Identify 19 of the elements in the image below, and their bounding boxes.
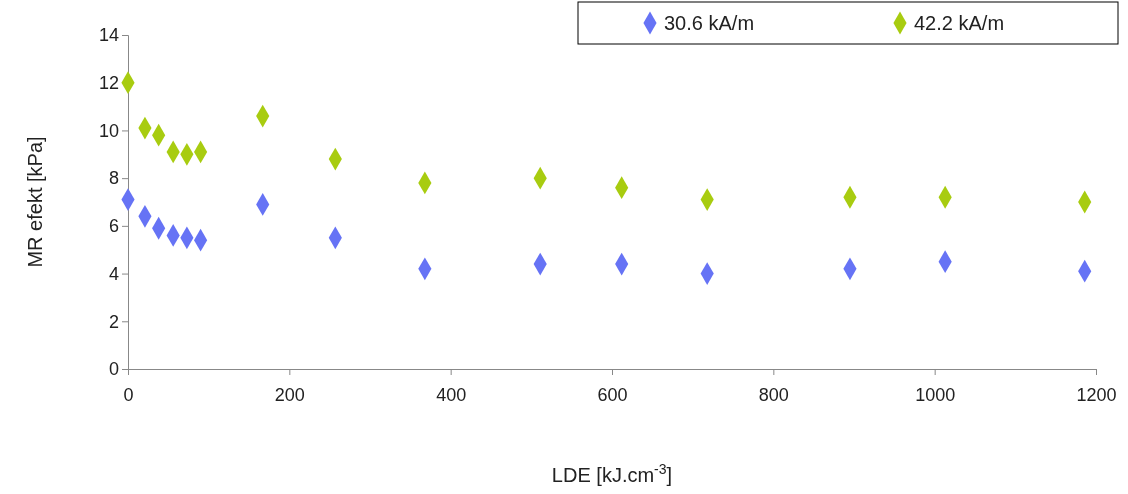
legend-label: 42.2 kA/m: [914, 12, 1005, 34]
y-tick-label: 6: [108, 216, 119, 237]
x-tick-label: 200: [274, 385, 305, 406]
y-axis-title: MR efekt [kPa]: [24, 136, 46, 268]
y-tick-label: 14: [98, 25, 119, 46]
y-tick-label: 8: [108, 168, 119, 189]
y-tick-label: 12: [98, 72, 119, 93]
y-tick-label: 10: [98, 120, 119, 141]
legend-label: 30.6 kA/m: [664, 12, 755, 34]
x-tick-label: 800: [758, 385, 789, 406]
x-tick-label: 600: [597, 385, 628, 406]
y-tick-label: 2: [108, 311, 119, 332]
y-tick-label: 0: [108, 359, 119, 380]
x-tick-label: 1200: [1076, 385, 1117, 406]
x-axis-title: LDE [kJ.cm$^{-3}$]: [551, 461, 673, 486]
x-tick-label: 1000: [915, 385, 956, 406]
x-tick-label: 400: [436, 385, 467, 406]
y-tick-label: 4: [108, 263, 119, 284]
x-tick-label: 0: [123, 385, 134, 406]
